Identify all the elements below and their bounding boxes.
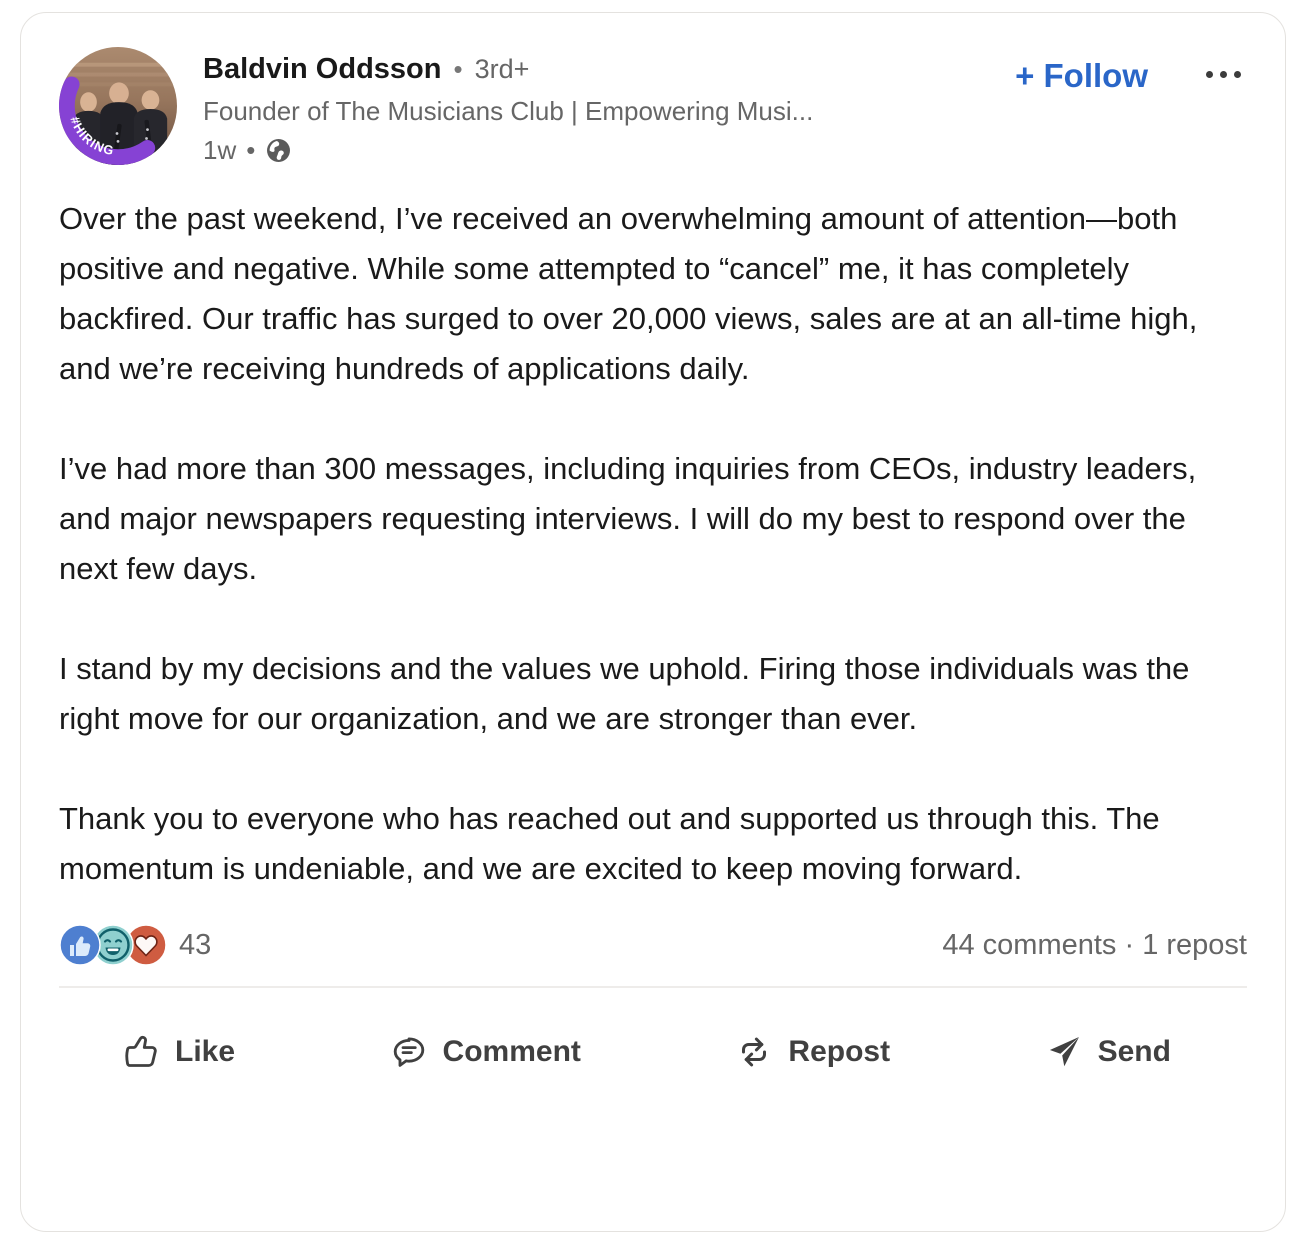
repost-button[interactable]: Repost [724,1018,902,1086]
overflow-menu-button[interactable] [1200,57,1247,92]
post-paragraph: Thank you to everyone who has reached ou… [59,801,1160,886]
laugh-face-icon [92,924,134,966]
follow-button[interactable]: + Follow [1015,57,1148,94]
love-heart-icon [125,924,167,966]
action-bar: Like Comment Repost [59,988,1247,1116]
like-button[interactable]: Like [111,1018,247,1086]
avatar[interactable]: #HIRING [59,47,177,165]
post-header: #HIRING Baldvin Oddsson • 3rd+ Founder o… [59,47,1247,166]
comment-button[interactable]: Comment [379,1018,593,1086]
social-proof-row: 43 44 comments · 1 repost [59,924,1247,966]
author-name[interactable]: Baldvin Oddsson [203,53,442,85]
post-meta: 1w • [203,135,1015,166]
hiring-ring [59,76,156,165]
repost-arrows-icon [742,1037,767,1067]
author-headline: Founder of The Musicians Club | Empoweri… [203,96,814,126]
repost-label: Repost [788,1035,891,1068]
post-body: Over the past weekend, I’ve received an … [59,194,1247,894]
avatar-photo: #HIRING [59,47,177,165]
post-paragraph: Over the past weekend, I’ve received an … [59,201,1198,386]
like-thumbs-up-icon [59,924,101,966]
reaction-count[interactable]: 43 [179,928,212,961]
send-label: Send [1097,1035,1171,1068]
post-paragraph: I stand by my decisions and the values w… [59,651,1190,736]
speech-bubble-icon [393,1037,424,1067]
paper-plane-icon [1049,1037,1079,1067]
header-controls: + Follow [1015,47,1247,95]
comment-label: Comment [442,1035,581,1068]
meta-separator: • [246,135,256,165]
comments-reposts-count[interactable]: 44 comments · 1 repost [942,928,1247,961]
thumbs-up-icon [125,1035,157,1067]
name-degree-separator: • [453,54,463,84]
connection-degree: 3rd+ [474,54,530,84]
author-info: Baldvin Oddsson • 3rd+ Founder of The Mu… [203,47,1015,166]
globe-icon [267,139,291,162]
post-paragraph: I’ve had more than 300 messages, includi… [59,451,1197,586]
like-label: Like [175,1035,236,1068]
three-dots-icon [1206,71,1241,78]
reactions-summary[interactable]: 43 [59,924,211,966]
post-timestamp: 1w [203,135,237,165]
send-button[interactable]: Send [1034,1018,1183,1086]
divider [59,986,1247,988]
linkedin-post-card: #HIRING Baldvin Oddsson • 3rd+ Founder o… [20,12,1286,1232]
